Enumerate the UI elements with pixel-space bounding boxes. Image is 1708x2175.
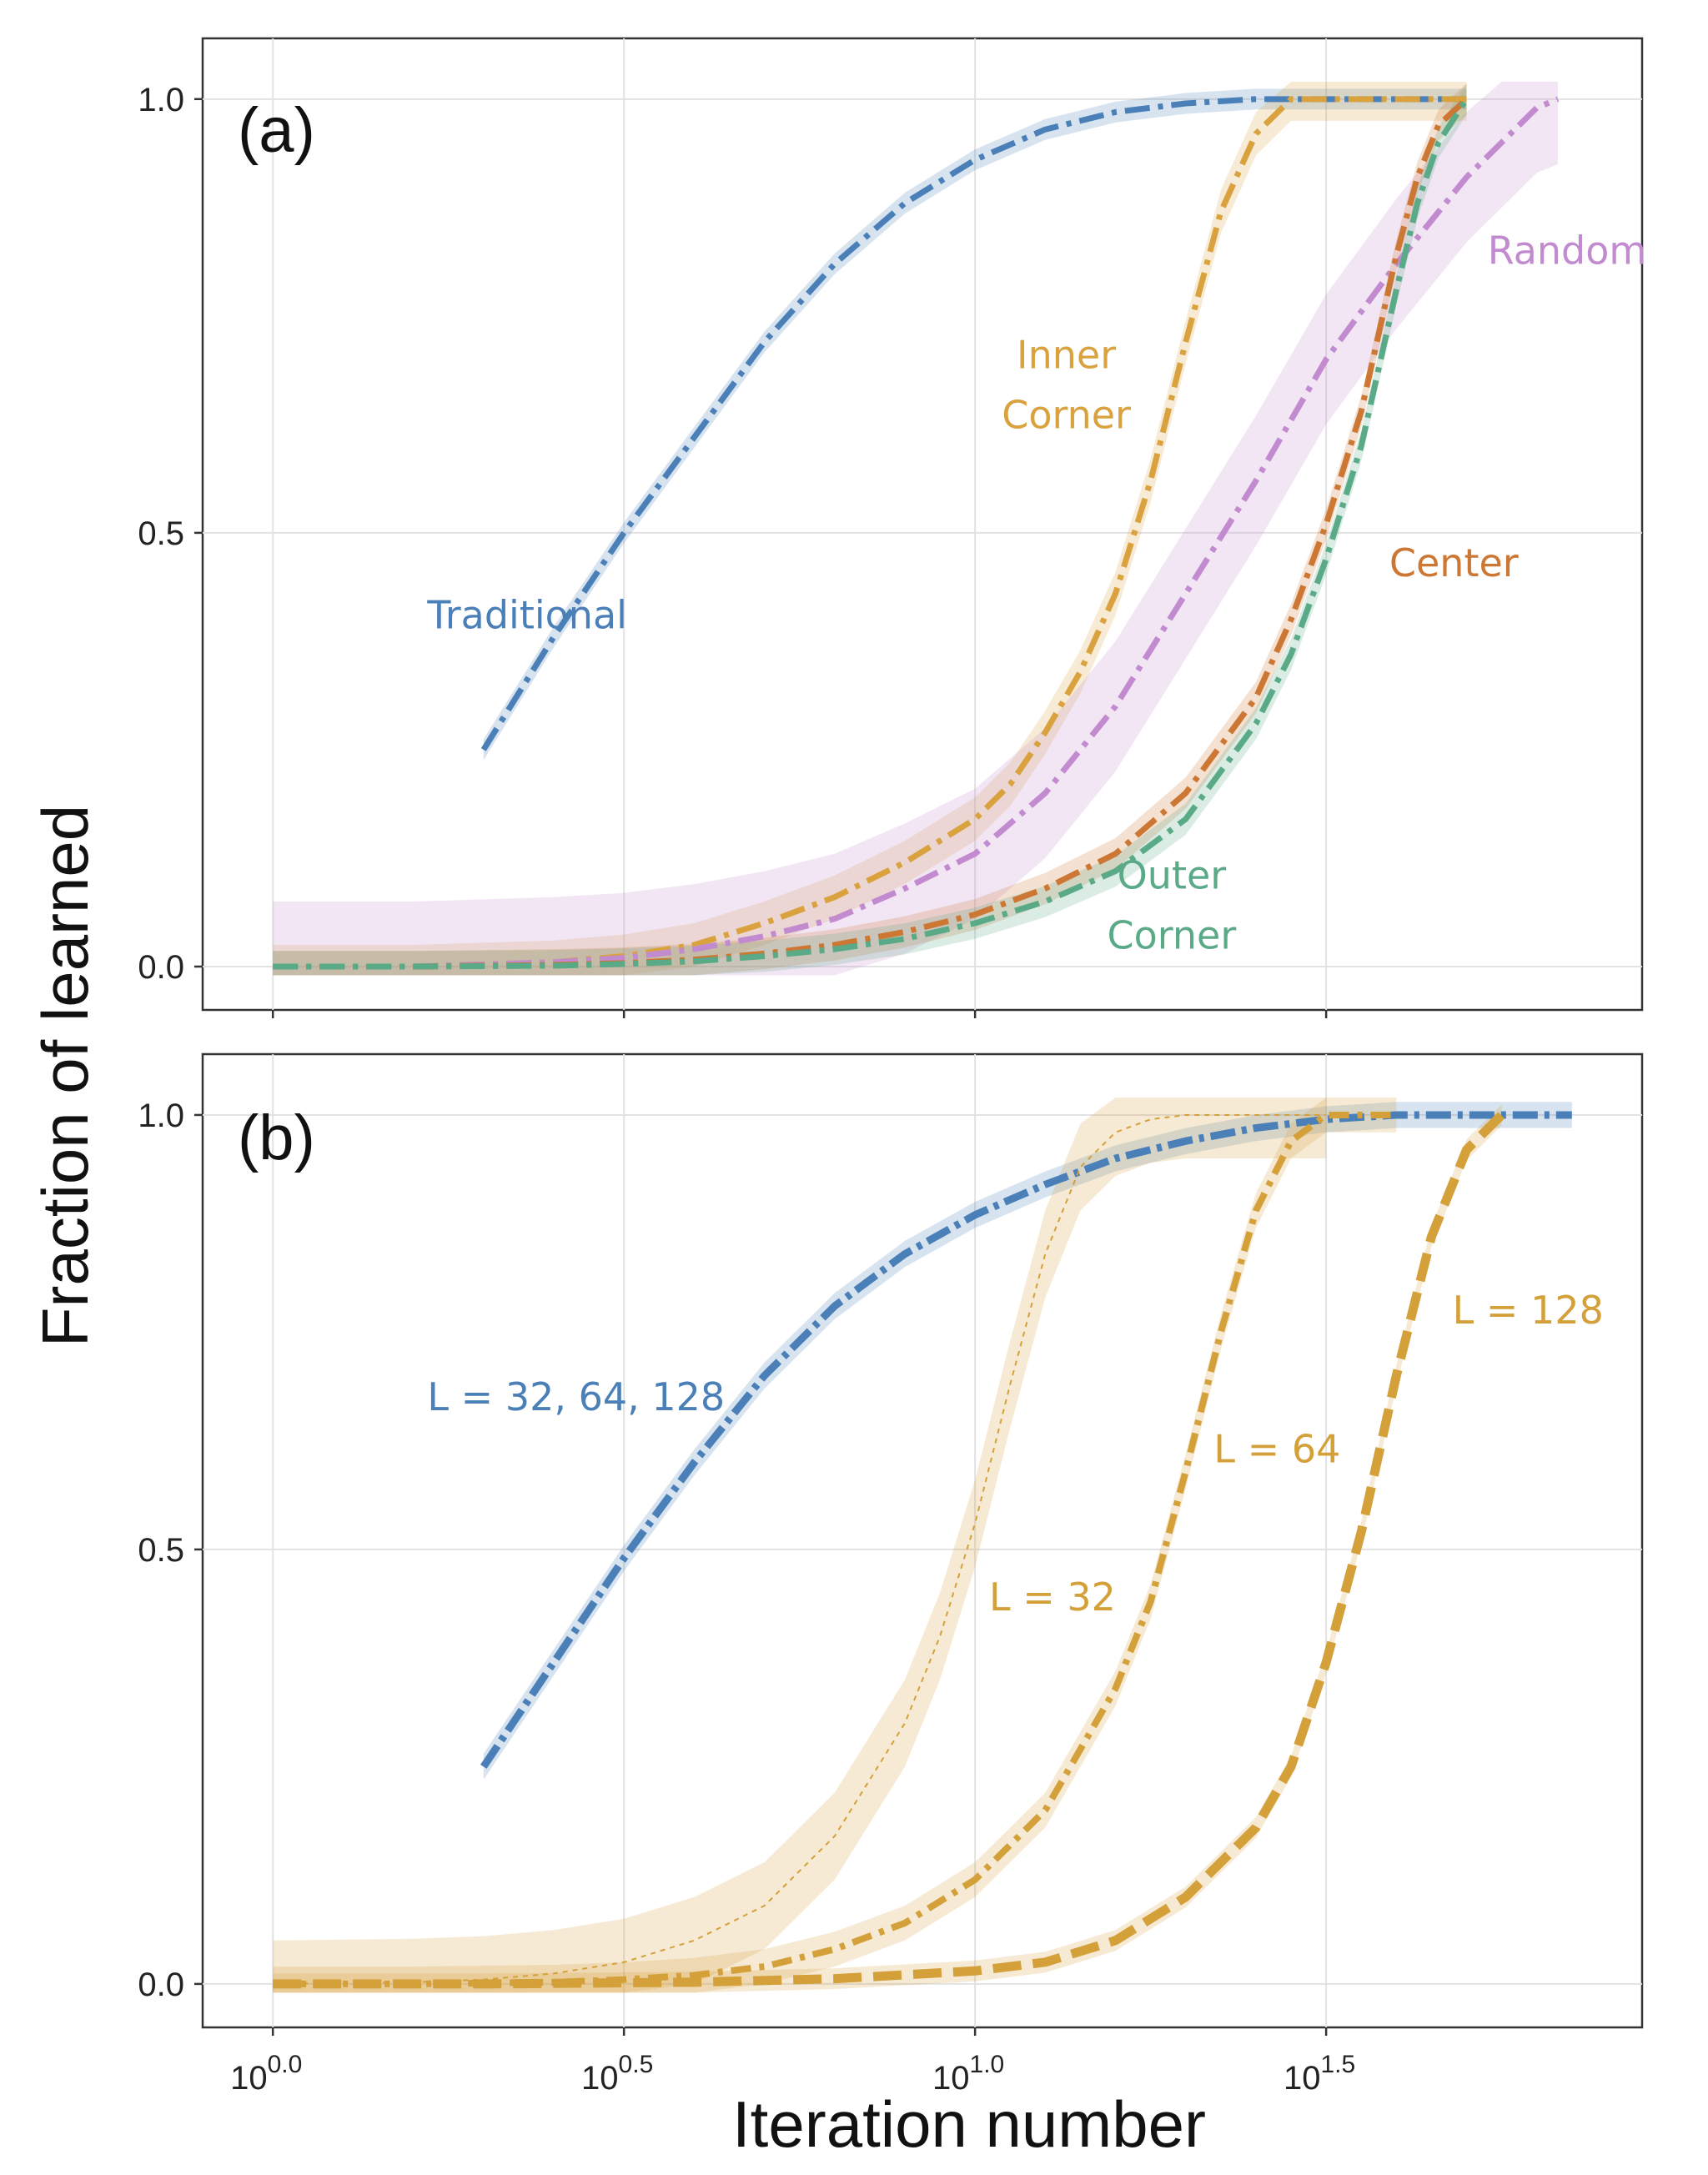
series-label-line: Outer bbox=[1118, 852, 1227, 897]
x-tick-label: 100.0 bbox=[230, 2051, 302, 2097]
y-tick-label: 1.0 bbox=[138, 82, 184, 118]
band-l-32-64-128 bbox=[483, 1102, 1572, 1781]
panel-a-tag: (a) bbox=[238, 95, 315, 166]
panel-a-x-ticks bbox=[271, 1010, 1328, 1018]
x-tick-label: 101.5 bbox=[1284, 2051, 1355, 2097]
series-label-l-128: L = 128 bbox=[1453, 1288, 1604, 1333]
x-tick-label-base: 10 bbox=[932, 2060, 970, 2097]
x-axis-title: Iteration number bbox=[732, 2087, 1206, 2161]
x-tick-label: 100.5 bbox=[581, 2051, 653, 2097]
series-label-line: Inner bbox=[1017, 332, 1116, 377]
y-tick-label: 0.5 bbox=[138, 1532, 184, 1569]
series-label-line: Corner bbox=[1108, 912, 1237, 957]
panel-a-y-ticks: 0.0 0.5 1.0 bbox=[138, 82, 203, 986]
panel-b-series-labels: L = 32, 64, 128 L = 32 L = 64 L = 128 bbox=[427, 1288, 1603, 1620]
x-tick-label-exponent: 1.5 bbox=[1321, 2051, 1356, 2078]
x-tick-label-exponent: 1.0 bbox=[970, 2051, 1005, 2078]
panel-a-series-labels: Traditional Inner Corner Random Center Outer C… bbox=[426, 228, 1646, 957]
panel-a-lines bbox=[273, 96, 1560, 970]
series-line-l-32-64-128 bbox=[480, 1111, 1572, 1769]
series-label-random: Random bbox=[1488, 228, 1646, 273]
x-tick-label: 101.0 bbox=[932, 2051, 1004, 2097]
series-label-traditional: Traditional bbox=[426, 592, 627, 637]
x-tick-label-base: 10 bbox=[1284, 2060, 1321, 2097]
series-line-outer-corner bbox=[273, 97, 1469, 970]
series-line-random bbox=[273, 96, 1560, 970]
y-tick-label: 0.5 bbox=[138, 515, 184, 552]
x-tick-label-exponent: 0.0 bbox=[268, 2051, 303, 2078]
series-line-l-128 bbox=[273, 1112, 1505, 1989]
panel-a-grid bbox=[203, 38, 1642, 1010]
x-tick-label-exponent: 0.5 bbox=[619, 2051, 654, 2078]
panel-b: 0.00.51.0 100.0 100.5 101.0 101.5 L = 32, 6… bbox=[138, 1052, 1644, 2097]
series-label-l-32-64-128: L = 32, 64, 128 bbox=[427, 1374, 725, 1419]
panel-b-y-ticks: 0.0 0.5 1.0 bbox=[138, 1098, 203, 2003]
series-label-outer-corner: Outer Corner bbox=[1108, 852, 1237, 957]
y-tick-label: 0.0 bbox=[138, 949, 184, 986]
y-axis-title: Fraction of learned bbox=[28, 805, 102, 1347]
panel-b-tag: (b) bbox=[238, 1103, 315, 1173]
series-line-l-32 bbox=[273, 1113, 1327, 1985]
series-label-inner-corner: Inner Corner bbox=[1002, 332, 1131, 437]
series-label-l-32: L = 32 bbox=[989, 1575, 1116, 1620]
x-tick-label-base: 10 bbox=[230, 2060, 268, 2097]
series-label-l-64: L = 64 bbox=[1213, 1427, 1340, 1472]
panel-a-frame bbox=[201, 37, 1644, 1012]
panel-b-bands bbox=[273, 1098, 1572, 1993]
series-label-center: Center bbox=[1389, 540, 1519, 585]
y-tick-label: 1.0 bbox=[138, 1098, 184, 1134]
x-tick-label-base: 10 bbox=[581, 2060, 619, 2097]
series-label-line: Corner bbox=[1002, 392, 1131, 437]
panel-b-x-ticks: 100.0 100.5 101.0 101.5 bbox=[230, 2027, 1355, 2097]
panel-a: 0.0 0.5 1.0 Traditional Inner Corner Random Ce… bbox=[138, 37, 1646, 1018]
y-tick-label: 0.0 bbox=[138, 1967, 184, 2003]
panel-b-lines bbox=[273, 1111, 1572, 1989]
panel-b-frame bbox=[201, 1052, 1644, 2029]
